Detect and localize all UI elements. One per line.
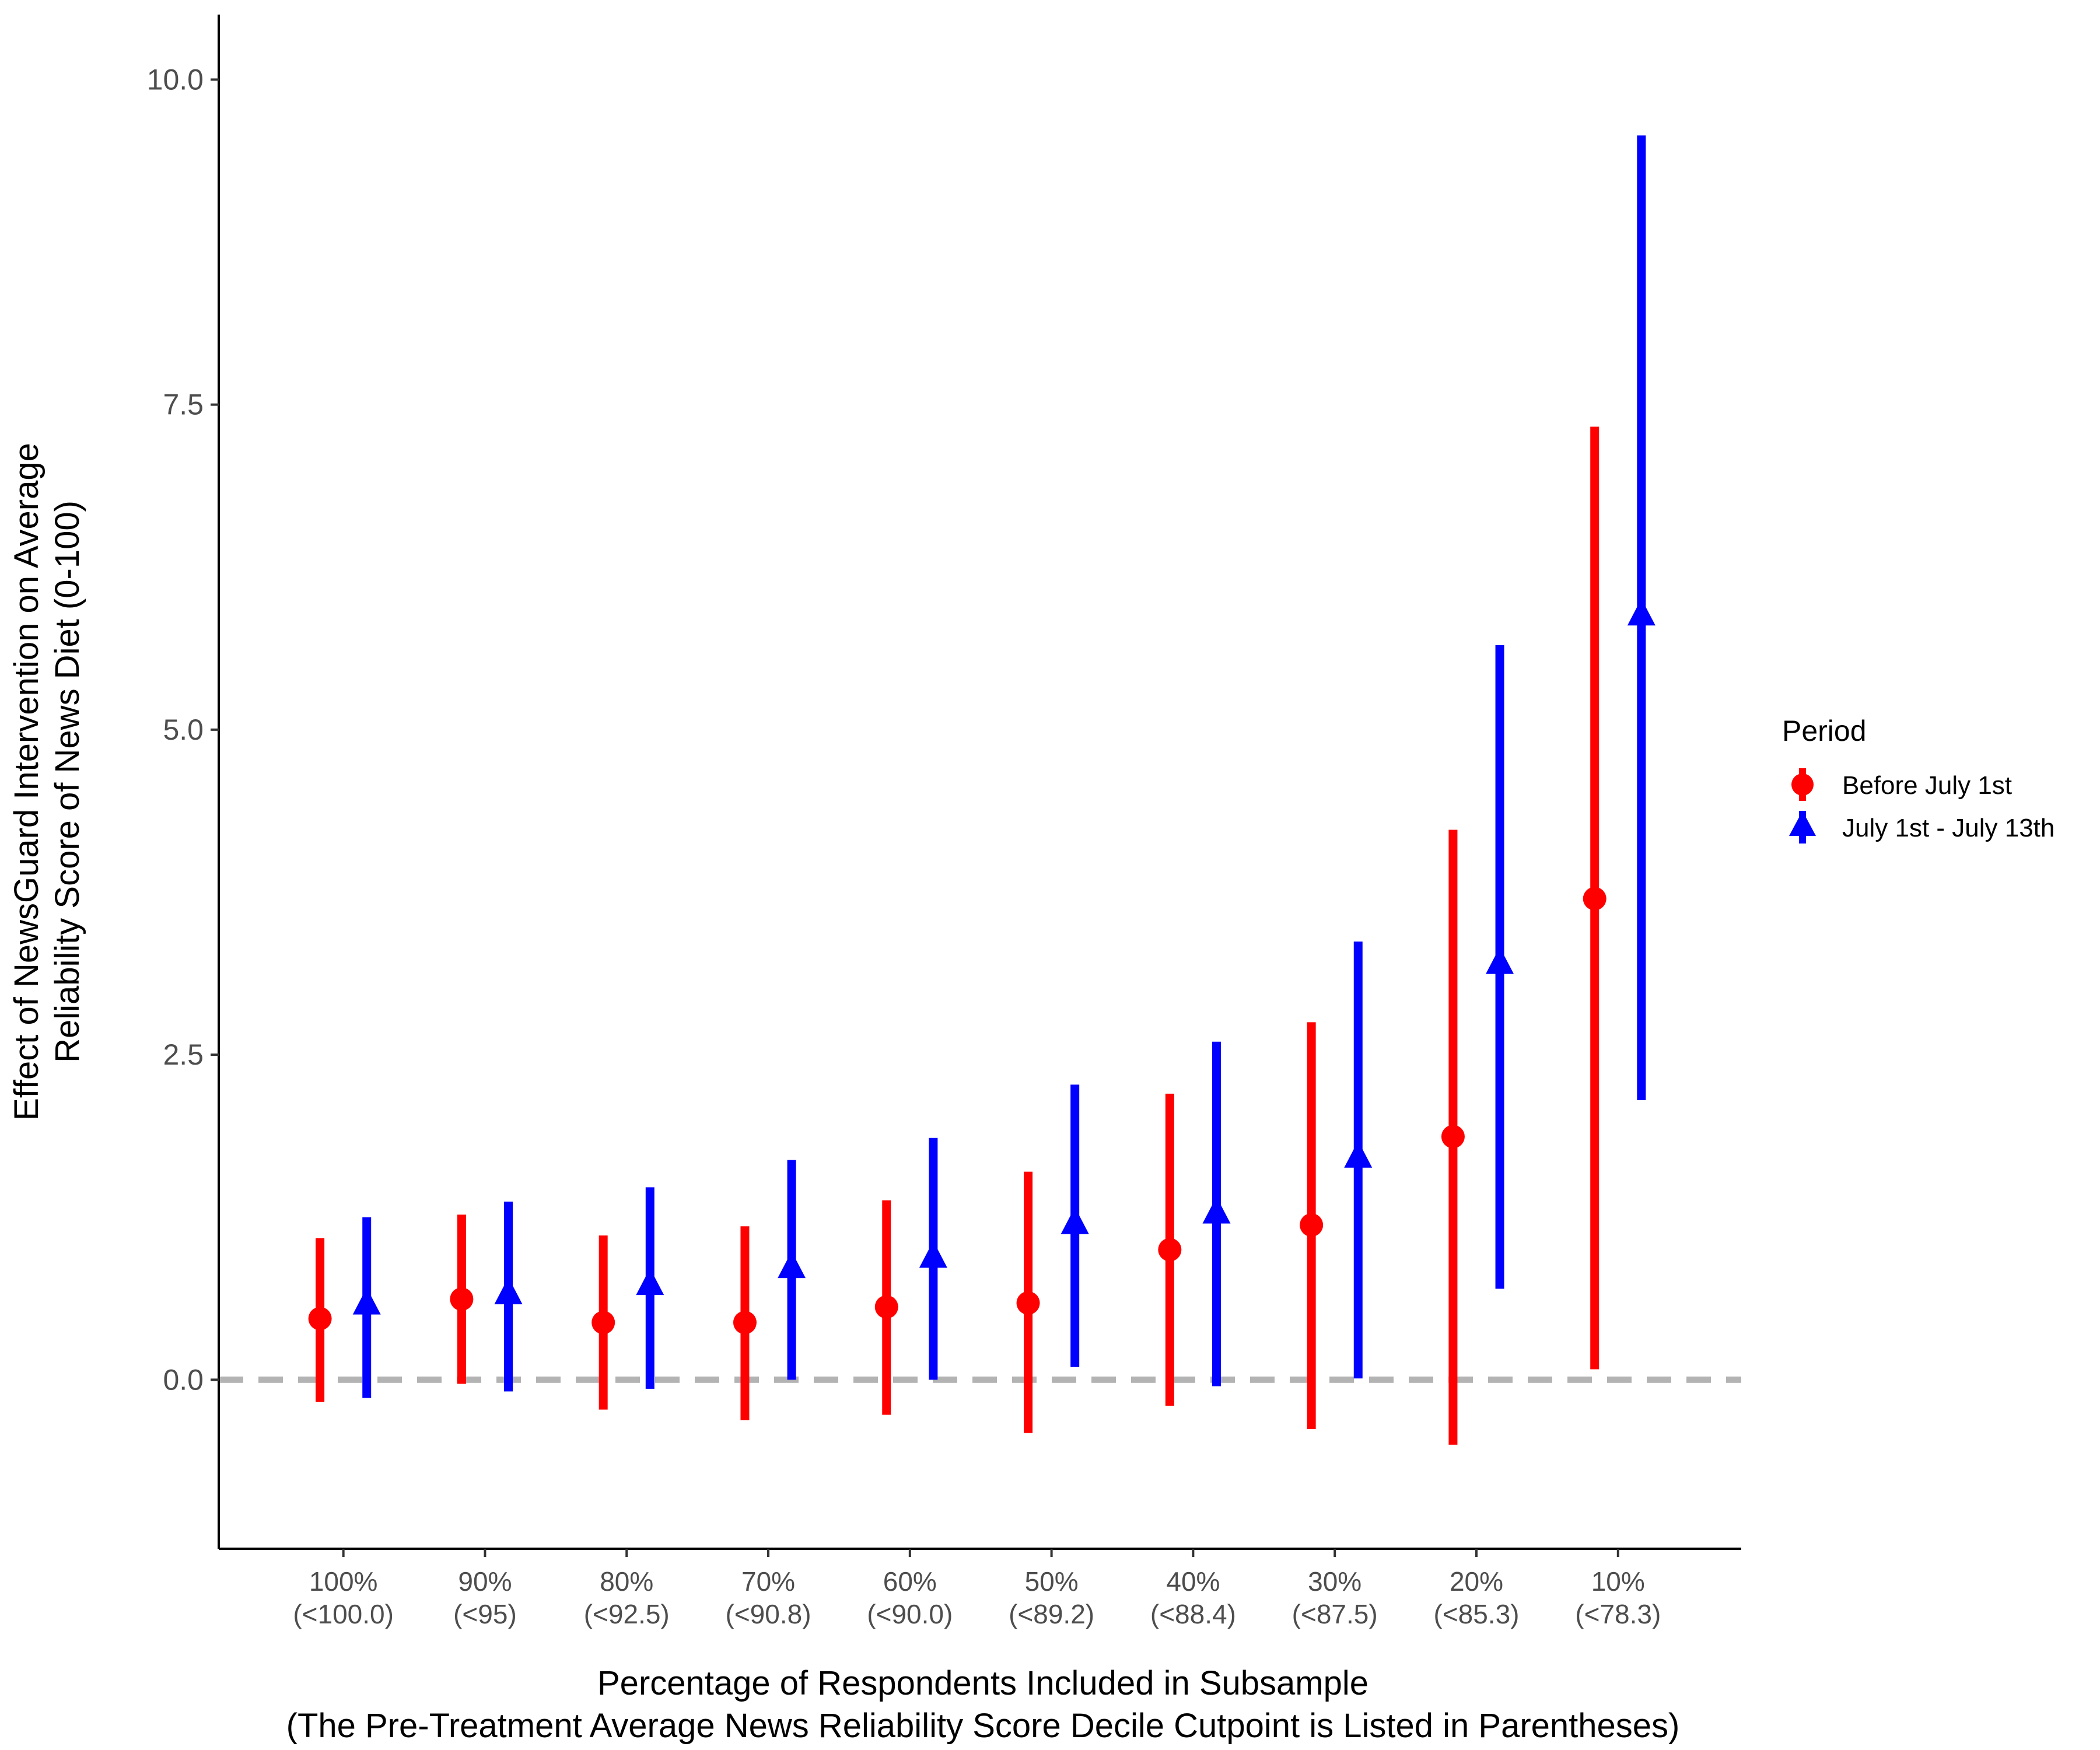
point-estimate — [1158, 1238, 1182, 1262]
y-axis-title-line1: Effect of NewsGuard Intervention on Aver… — [8, 443, 46, 1121]
x-tick-label-cutpoint: (<90.8) — [726, 1599, 811, 1629]
x-tick-label-percent: 70% — [741, 1566, 795, 1597]
x-tick-label-cutpoint: (<92.5) — [584, 1599, 670, 1629]
point-estimate — [494, 1277, 523, 1304]
point-estimate — [1583, 887, 1606, 911]
legend-title: Period — [1782, 715, 1867, 747]
x-tick-label-percent: 20% — [1450, 1566, 1503, 1597]
y-axis: 0.0 2.5 5.0 7.5 10.0 — [147, 15, 220, 1549]
x-tick-label-cutpoint: (<100.0) — [293, 1599, 394, 1629]
point-estimate — [919, 1241, 947, 1268]
y-tick-label: 7.5 — [163, 388, 204, 421]
point-estimate — [1060, 1207, 1089, 1234]
point-estimate — [1627, 598, 1656, 626]
point-estimate — [450, 1287, 474, 1311]
x-tick-label-cutpoint: (<78.3) — [1575, 1599, 1661, 1629]
legend-label: July 1st - July 13th — [1842, 814, 2054, 842]
x-tick-label-cutpoint: (<85.3) — [1433, 1599, 1519, 1629]
x-tick-label-percent: 80% — [600, 1566, 653, 1597]
legend-label: Before July 1st — [1842, 771, 2012, 800]
x-tick-label-percent: 10% — [1591, 1566, 1645, 1597]
series-after — [352, 135, 1656, 1398]
point-estimate — [1441, 1125, 1465, 1149]
plot-area — [219, 135, 1741, 1445]
point-estimate — [1202, 1196, 1231, 1224]
legend-key-circle — [1791, 774, 1814, 796]
x-tick-label-percent: 40% — [1166, 1566, 1220, 1597]
x-axis: 100%(<100.0) 90%(<95) 80%(<92.5) 70%(<90.8)… — [219, 1548, 1741, 1629]
legend: Period Before July 1st July 1st - July 13… — [1782, 715, 2054, 844]
point-estimate — [874, 1295, 898, 1319]
y-axis-title-line2: Reliability Score of News Diet (0-100) — [48, 501, 86, 1063]
y-tick-label: 0.0 — [163, 1363, 204, 1396]
point-estimate — [1344, 1140, 1373, 1168]
y-tick-label: 2.5 — [163, 1038, 204, 1071]
legend-key-triangle — [1789, 811, 1816, 836]
x-tick-label-cutpoint: (<88.4) — [1150, 1599, 1236, 1629]
point-estimate — [1016, 1291, 1040, 1315]
x-tick-label-percent: 30% — [1308, 1566, 1362, 1597]
x-axis-title-line1: Percentage of Respondents Included in Su… — [597, 1664, 1368, 1702]
x-tick-label-cutpoint: (<90.0) — [867, 1599, 953, 1629]
x-axis-title-line2: (The Pre-Treatment Average News Reliabil… — [286, 1707, 1680, 1745]
x-tick-label-percent: 50% — [1025, 1566, 1079, 1597]
point-estimate — [636, 1268, 664, 1296]
x-tick-label-cutpoint: (<87.5) — [1292, 1599, 1378, 1629]
point-estimate — [352, 1287, 381, 1315]
x-tick-label-cutpoint: (<89.2) — [1009, 1599, 1094, 1629]
point-estimate — [1300, 1213, 1324, 1237]
x-tick-label-percent: 90% — [458, 1566, 512, 1597]
point-estimate — [733, 1311, 757, 1335]
point-estimate — [1486, 947, 1514, 974]
series-before — [308, 426, 1606, 1445]
y-tick-label: 5.0 — [163, 713, 204, 746]
x-tick-label-percent: 100% — [309, 1566, 378, 1597]
point-estimate — [308, 1307, 332, 1331]
x-tick-label-percent: 60% — [883, 1566, 937, 1597]
point-estimate — [592, 1311, 615, 1335]
point-estimate — [778, 1251, 806, 1279]
y-tick-label: 10.0 — [147, 63, 204, 96]
x-tick-label-cutpoint: (<95) — [453, 1599, 517, 1629]
